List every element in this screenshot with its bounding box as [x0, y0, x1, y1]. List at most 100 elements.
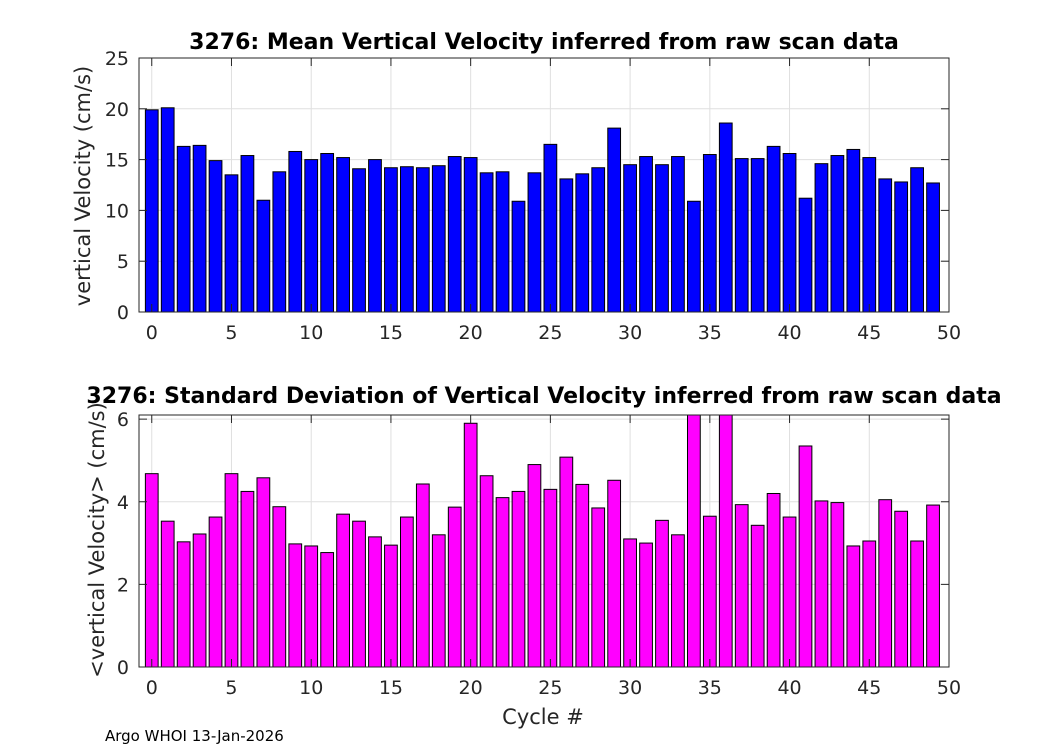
- y-tick-label: 0: [117, 302, 129, 324]
- x-tick-labels: 0 5 10 15 20 25 30 35 40 45 50: [146, 322, 961, 344]
- axes-frame: [138, 57, 950, 313]
- x-tick-label: 0: [146, 677, 158, 699]
- bar: [415, 167, 430, 313]
- std-velocity-chart: 0 5 10 15 20 25 30 35 40 45 50 0 2 4 6 3276: Standard…: [85, 384, 1002, 729]
- bar: [782, 153, 797, 313]
- x-tick-label: 30: [618, 322, 642, 344]
- bar: [208, 516, 223, 668]
- bar: [639, 156, 653, 313]
- bar: [543, 488, 558, 668]
- x-tick-label: 45: [857, 322, 881, 344]
- bar: [655, 164, 669, 313]
- bar: [718, 414, 733, 668]
- y-tick-labels: 0 2 4 6: [117, 409, 129, 679]
- bar: [256, 477, 271, 668]
- bar: [734, 504, 749, 668]
- bar: [352, 520, 366, 668]
- bar: [894, 181, 909, 313]
- bar: [304, 159, 319, 313]
- x-tick-label: 35: [698, 677, 722, 699]
- y-axis-label: vertical Velocity (cm/s): [71, 66, 95, 306]
- bar: [543, 143, 558, 313]
- x-tick-label: 20: [459, 322, 483, 344]
- x-tick-label: 5: [225, 322, 237, 344]
- bar: [479, 172, 494, 313]
- bar: [766, 145, 781, 313]
- bar: [288, 543, 303, 668]
- bar: [224, 174, 239, 313]
- bar: [623, 164, 637, 313]
- bar: [655, 519, 669, 668]
- bar: [687, 200, 701, 313]
- bar: [384, 544, 398, 668]
- bar: [527, 172, 542, 313]
- x-tick-label: 0: [146, 322, 158, 344]
- bar: [144, 109, 159, 313]
- x-tick-label: 10: [299, 322, 323, 344]
- bar: [272, 171, 287, 313]
- bar: [272, 506, 287, 668]
- bar: [431, 534, 446, 668]
- bar: [702, 515, 717, 668]
- bar: [782, 516, 797, 668]
- y-tick-label: 25: [105, 48, 129, 70]
- bar: [862, 157, 877, 313]
- bar: [479, 475, 494, 668]
- bar: [575, 483, 590, 668]
- bar: [910, 540, 924, 668]
- chart-title: 3276: Standard Deviation of Vertical Vel…: [86, 384, 1001, 409]
- x-tick-label: 25: [538, 677, 562, 699]
- bar: [591, 167, 606, 313]
- bar: [463, 157, 478, 313]
- bar: [447, 506, 462, 668]
- bar: [495, 497, 510, 668]
- bar: [336, 157, 350, 313]
- axes-frame: [138, 414, 950, 668]
- bar: [702, 154, 717, 313]
- bar: [368, 159, 382, 313]
- footer-text: Argo WHOI 13-Jan-2026: [105, 727, 284, 745]
- bar: [240, 155, 255, 313]
- bar: [687, 414, 701, 668]
- bar: [160, 107, 175, 313]
- x-tick-label: 15: [379, 322, 403, 344]
- bar: [591, 507, 606, 668]
- y-tick-label: 20: [105, 99, 129, 121]
- bar: [176, 145, 191, 313]
- tick-marks: [139, 57, 950, 313]
- bar: [463, 422, 478, 668]
- x-tick-labels: 0 5 10 15 20 25 30 35 40 45 50: [146, 677, 961, 699]
- bar: [846, 148, 861, 313]
- bar: [878, 178, 893, 313]
- bar: [607, 479, 622, 668]
- x-tick-label: 20: [459, 677, 483, 699]
- bar: [798, 197, 813, 313]
- bar: [830, 155, 845, 313]
- x-tick-label: 15: [379, 677, 403, 699]
- bar: [511, 200, 526, 313]
- bar: [368, 536, 382, 668]
- bar: [192, 533, 207, 668]
- bar: [320, 552, 335, 668]
- bar: [352, 168, 366, 313]
- bar: [399, 516, 414, 668]
- bar: [671, 534, 685, 668]
- bar: [798, 445, 813, 668]
- bar: [846, 545, 861, 668]
- x-tick-label: 35: [698, 322, 722, 344]
- bar: [144, 473, 159, 668]
- bar: [384, 167, 398, 313]
- bar: [208, 160, 223, 313]
- bar: [559, 456, 574, 668]
- bar: [830, 502, 845, 668]
- bar: [511, 490, 526, 668]
- bar: [718, 122, 733, 313]
- bar: [192, 144, 207, 313]
- bar: [399, 166, 414, 313]
- bar: [176, 541, 191, 668]
- bar: [160, 520, 175, 668]
- bar: [415, 483, 430, 668]
- bar: [750, 524, 765, 668]
- y-axis-label: <vertical Velocity> (cm/s): [85, 402, 109, 678]
- bar: [256, 199, 271, 313]
